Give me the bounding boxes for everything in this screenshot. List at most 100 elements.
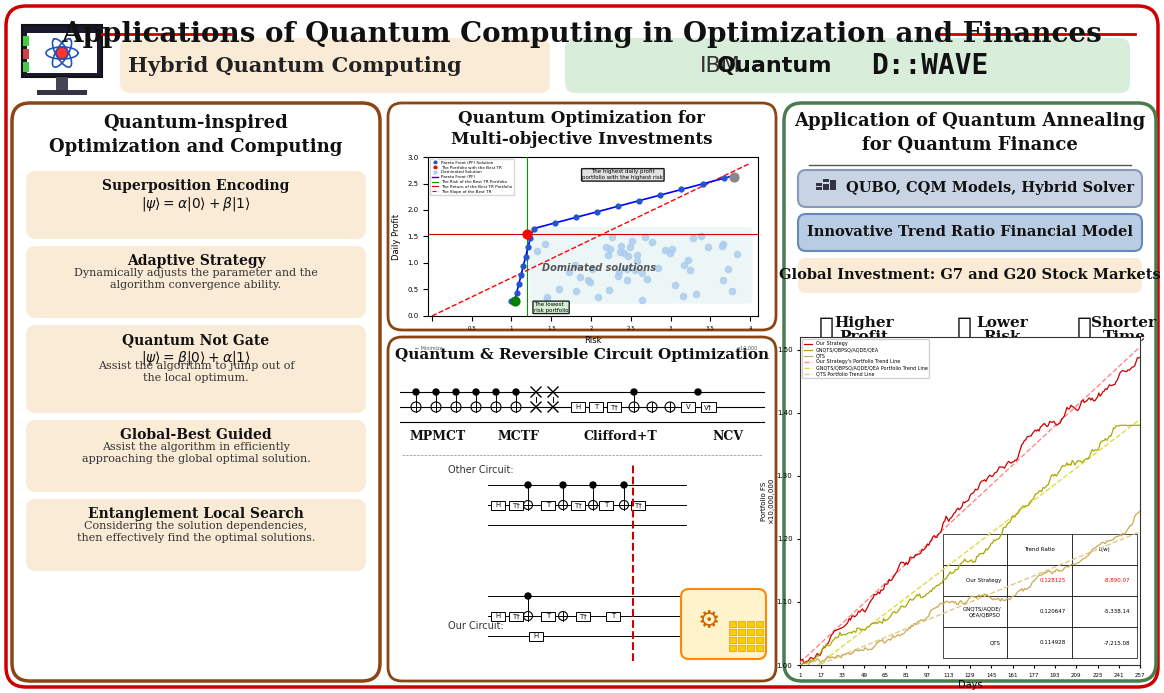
- Text: T†: T†: [574, 502, 582, 508]
- GNQTS/QBPSQ/AQDE/QEA: [793, 660, 807, 669]
- Point: [623, 236, 641, 247]
- Bar: [755, 629, 762, 635]
- Text: Dominated solutions: Dominated solutions: [542, 263, 656, 273]
- Text: Time: Time: [1102, 330, 1145, 344]
- Text: Our Circuit:: Our Circuit:: [448, 621, 504, 631]
- Circle shape: [491, 402, 501, 412]
- Point: [687, 288, 705, 299]
- Point: [680, 265, 698, 276]
- Y-axis label: Daily Profit: Daily Profit: [392, 213, 402, 260]
- Bar: [37, 90, 87, 95]
- Point: [714, 274, 732, 286]
- Text: 📈: 📈: [818, 316, 833, 340]
- Text: T: T: [546, 613, 551, 619]
- Circle shape: [622, 482, 627, 488]
- Point: [661, 247, 680, 258]
- Bar: [729, 629, 736, 635]
- GNQTS/QBPSQ/AQDE/QEA Portfolio Trend Line: [828, 648, 842, 656]
- Circle shape: [433, 389, 439, 395]
- GNQTS/QBPSQ/AQDE/QEA Portfolio Trend Line: [1133, 415, 1147, 423]
- Text: Hybrid Quantum Computing: Hybrid Quantum Computing: [128, 56, 462, 76]
- Our Strategy: [973, 478, 987, 486]
- Point: [514, 260, 533, 271]
- Point: [588, 207, 606, 218]
- Text: Other Circuit:: Other Circuit:: [448, 465, 513, 475]
- Point: [570, 272, 589, 283]
- Point: [567, 286, 585, 297]
- Our Strategy: [903, 553, 917, 561]
- Our Strategy's Portfolio Trend Line: [1133, 343, 1147, 351]
- Our Strategy: [886, 574, 900, 582]
- QTS Portfolio Trend Line: [972, 594, 986, 602]
- Point: [625, 264, 644, 275]
- FancyBboxPatch shape: [785, 103, 1156, 681]
- QTS Portfolio Trend Line: [975, 593, 989, 602]
- Text: H: H: [533, 633, 539, 639]
- Point: [609, 271, 627, 282]
- Circle shape: [525, 593, 531, 599]
- Point: [632, 294, 651, 305]
- Text: T: T: [611, 613, 615, 619]
- FancyBboxPatch shape: [530, 227, 752, 304]
- Circle shape: [431, 402, 441, 412]
- Point: [630, 195, 648, 207]
- Point: [672, 184, 690, 195]
- Point: [725, 172, 744, 183]
- Text: ⏰: ⏰: [1077, 316, 1092, 340]
- Point: [546, 218, 565, 229]
- Text: H: H: [496, 502, 501, 508]
- Point: [599, 250, 618, 261]
- Circle shape: [560, 482, 566, 488]
- Circle shape: [619, 500, 629, 509]
- Bar: [589, 402, 603, 412]
- FancyBboxPatch shape: [799, 214, 1142, 251]
- Bar: [738, 629, 745, 635]
- Text: Quantum Optimization for
Multi-objective Investments: Quantum Optimization for Multi-objective…: [452, 109, 712, 148]
- GNQTS/QBPSQ/AQDE/QEA Portfolio Trend Line: [975, 536, 989, 544]
- FancyBboxPatch shape: [26, 246, 365, 318]
- Text: Clifford+T: Clifford+T: [583, 430, 656, 444]
- GNQTS/QBPSQ/AQDE/QEA: [977, 550, 991, 558]
- Point: [694, 178, 712, 189]
- Text: V†: V†: [704, 404, 712, 410]
- FancyBboxPatch shape: [120, 38, 551, 93]
- QTS: [935, 599, 949, 608]
- QTS: [1133, 507, 1147, 516]
- Our Strategy: [977, 477, 991, 485]
- GNQTS/QBPSQ/AQDE/QEA: [903, 595, 917, 603]
- Point: [648, 263, 667, 274]
- Text: T†: T†: [512, 613, 520, 619]
- Point: [729, 248, 747, 259]
- Point: [715, 173, 733, 184]
- Circle shape: [494, 389, 499, 395]
- Bar: [572, 402, 585, 412]
- Text: Application of Quantum Annealing
for Quantum Finance: Application of Quantum Annealing for Qua…: [794, 112, 1145, 154]
- Text: Higher: Higher: [835, 316, 894, 330]
- Point: [627, 249, 646, 261]
- Bar: [755, 637, 762, 643]
- Text: V: V: [686, 404, 690, 410]
- QTS Portfolio Trend Line: [934, 611, 947, 619]
- Point: [714, 240, 732, 252]
- QTS Portfolio Trend Line: [828, 654, 842, 663]
- Point: [617, 274, 636, 286]
- Our Strategy's Portfolio Trend Line: [885, 573, 899, 581]
- Text: Quantum: Quantum: [717, 56, 832, 76]
- FancyBboxPatch shape: [388, 103, 776, 330]
- Bar: [599, 500, 613, 509]
- GNQTS/QBPSQ/AQDE/QEA Portfolio Trend Line: [793, 674, 807, 683]
- Point: [718, 264, 737, 275]
- Bar: [747, 629, 754, 635]
- Point: [601, 243, 619, 254]
- Bar: [747, 621, 754, 627]
- Y-axis label: Portfolio FS
×10,000,000: Portfolio FS ×10,000,000: [761, 477, 774, 524]
- GNQTS/QBPSQ/AQDE/QEA Portfolio Trend Line: [885, 604, 899, 613]
- FancyBboxPatch shape: [26, 325, 365, 413]
- Text: T†: T†: [634, 502, 641, 508]
- GNQTS/QBPSQ/AQDE/QEA: [1133, 421, 1147, 430]
- QTS: [977, 591, 991, 599]
- Point: [517, 251, 535, 262]
- Point: [612, 240, 631, 252]
- Bar: [22, 25, 102, 77]
- Circle shape: [695, 389, 701, 395]
